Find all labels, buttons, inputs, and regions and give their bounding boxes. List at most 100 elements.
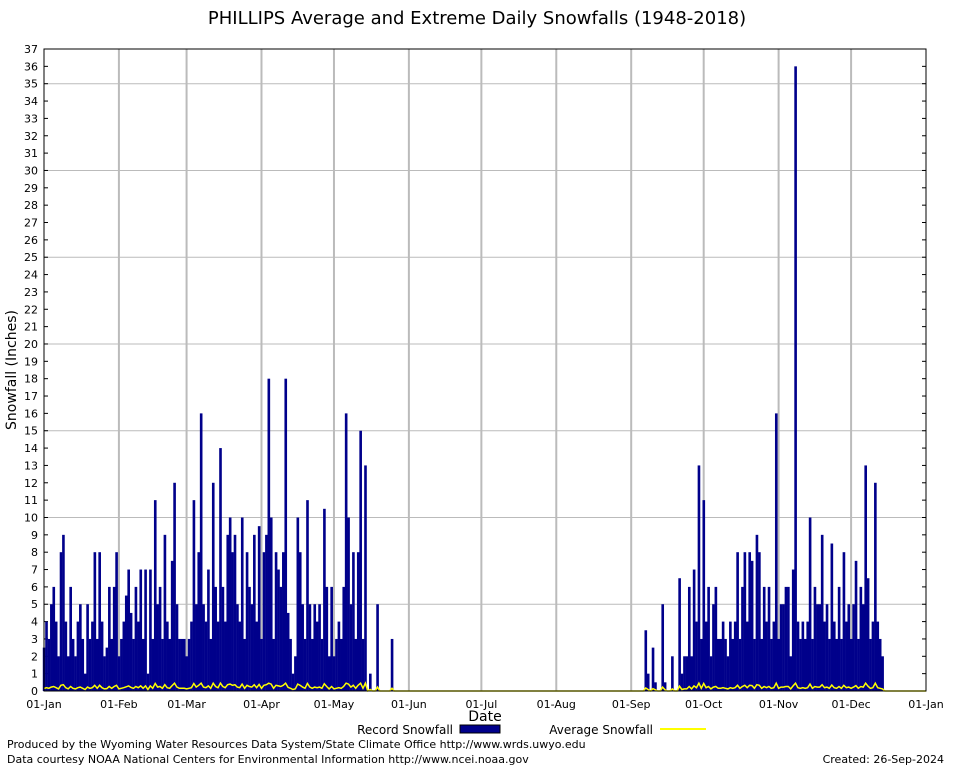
record-bar (671, 656, 674, 691)
record-bar (274, 552, 278, 691)
record-bar (683, 656, 686, 691)
record-bar (390, 638, 394, 691)
record-bar (284, 378, 288, 691)
x-tick-label: 01-Dec (831, 698, 870, 711)
y-tick-label: 24 (24, 269, 38, 282)
y-tick-label: 36 (24, 60, 38, 73)
y-tick-label: 22 (24, 303, 38, 316)
y-tick-label: 29 (24, 182, 38, 195)
record-bar (354, 638, 358, 691)
record-bar (313, 604, 317, 691)
record-bar (211, 482, 215, 691)
record-bar (54, 621, 58, 691)
record-bar (695, 621, 698, 691)
y-tick-label: 33 (24, 112, 38, 125)
x-tick-label: 01-Aug (537, 698, 576, 711)
record-bar (767, 586, 771, 691)
record-bar (122, 621, 126, 691)
record-bar (745, 621, 749, 691)
record-bar (852, 604, 855, 691)
record-bar (762, 586, 766, 691)
record-bar (240, 517, 244, 691)
record-bar (646, 673, 650, 691)
record-bar (787, 586, 790, 691)
record-bar (117, 656, 121, 691)
record-bar (298, 552, 302, 691)
record-bar (81, 638, 85, 691)
record-bar (342, 586, 346, 691)
record-bar (149, 569, 152, 691)
y-tick-label: 2 (31, 650, 38, 663)
record-bar (869, 638, 872, 691)
record-bar (47, 638, 51, 691)
record-bar (361, 638, 365, 691)
record-bar (854, 560, 858, 691)
record-bar (224, 621, 227, 691)
record-bar (878, 638, 882, 691)
record-bar (777, 638, 781, 691)
x-tick-label: 01-Jan (26, 698, 62, 711)
y-tick-label: 19 (24, 355, 38, 368)
y-tick-label: 20 (24, 338, 38, 351)
record-bar (736, 552, 739, 691)
record-bar (859, 586, 863, 691)
x-tick-label: 01-Sep (612, 698, 651, 711)
y-tick-label: 32 (24, 130, 38, 143)
record-bar (279, 586, 283, 691)
record-bar (847, 604, 851, 691)
y-tick-label: 31 (24, 147, 38, 160)
x-tick-label: 01-Jun (391, 698, 427, 711)
record-bar (731, 638, 735, 691)
legend-label-average: Average Snowfall (549, 723, 653, 737)
record-bar (265, 534, 268, 691)
record-bar (784, 586, 788, 691)
y-tick-label: 7 (31, 564, 38, 577)
record-bar (842, 552, 846, 691)
record-bar (207, 569, 210, 691)
record-bar (729, 621, 732, 691)
y-tick-label: 1 (31, 668, 38, 681)
x-tick-label: 01-May (314, 698, 355, 711)
record-bar (182, 638, 186, 691)
record-bar (303, 638, 307, 691)
record-bar (277, 569, 280, 691)
record-bar (330, 586, 333, 691)
record-bar (153, 500, 157, 691)
record-bar (269, 517, 273, 691)
record-bar (823, 621, 826, 691)
record-bar (95, 638, 99, 691)
y-tick-label: 8 (31, 546, 38, 559)
record-bar (115, 552, 118, 691)
record-bar (315, 621, 319, 691)
record-bar (376, 604, 379, 691)
record-bar (700, 638, 703, 691)
record-bar (144, 569, 147, 691)
y-tick-label: 10 (24, 511, 38, 524)
record-bar (190, 621, 193, 691)
record-bar (301, 604, 304, 691)
record-bar (161, 638, 164, 691)
record-bar (76, 621, 80, 691)
y-tick-label: 18 (24, 373, 38, 386)
y-tick-labels: 0123456789101112131415161718192021222324… (24, 43, 38, 698)
y-tick-label: 27 (24, 217, 38, 230)
y-tick-label: 23 (24, 286, 38, 299)
record-bar (100, 621, 104, 691)
record-bar (105, 647, 109, 691)
x-tick-label: 01-Apr (243, 698, 280, 711)
record-bar (743, 552, 747, 691)
record-bar (294, 656, 297, 691)
record-bar (127, 569, 130, 691)
record-bar (837, 586, 841, 691)
record-bar (820, 534, 824, 691)
record-bar (243, 638, 246, 691)
record-bar (83, 673, 87, 691)
record-bar (45, 621, 48, 691)
record-bar (120, 638, 123, 691)
y-tick-label: 14 (24, 442, 38, 455)
record-bar (704, 621, 708, 691)
x-axis-label: Date (468, 709, 501, 725)
record-bar (168, 638, 172, 691)
record-bar (88, 638, 92, 691)
record-bar (289, 638, 292, 691)
